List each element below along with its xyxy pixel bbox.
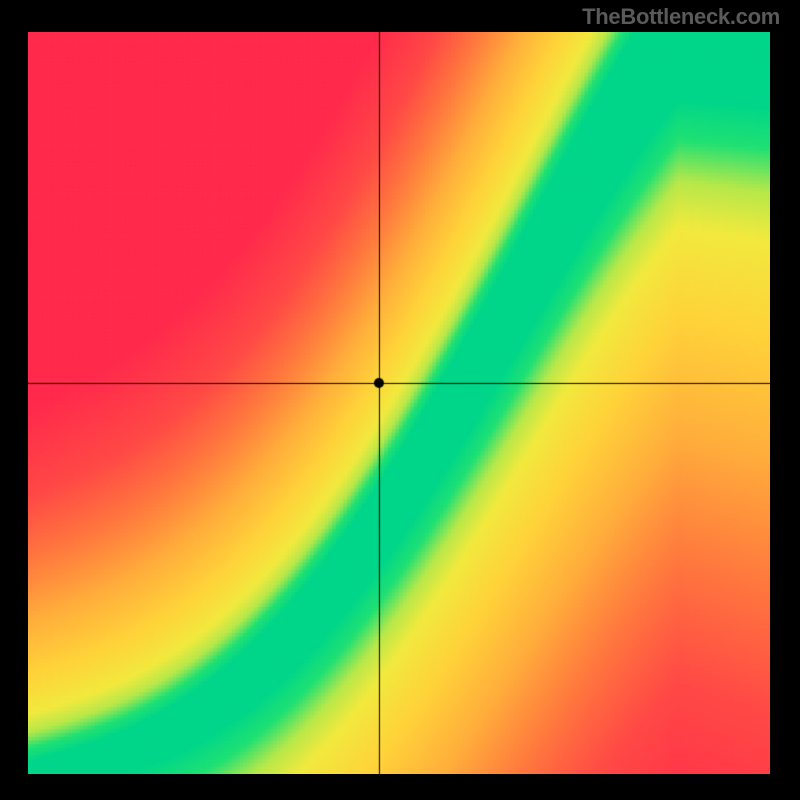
watermark-text: TheBottleneck.com xyxy=(582,4,780,30)
bottleneck-heatmap xyxy=(28,32,770,774)
